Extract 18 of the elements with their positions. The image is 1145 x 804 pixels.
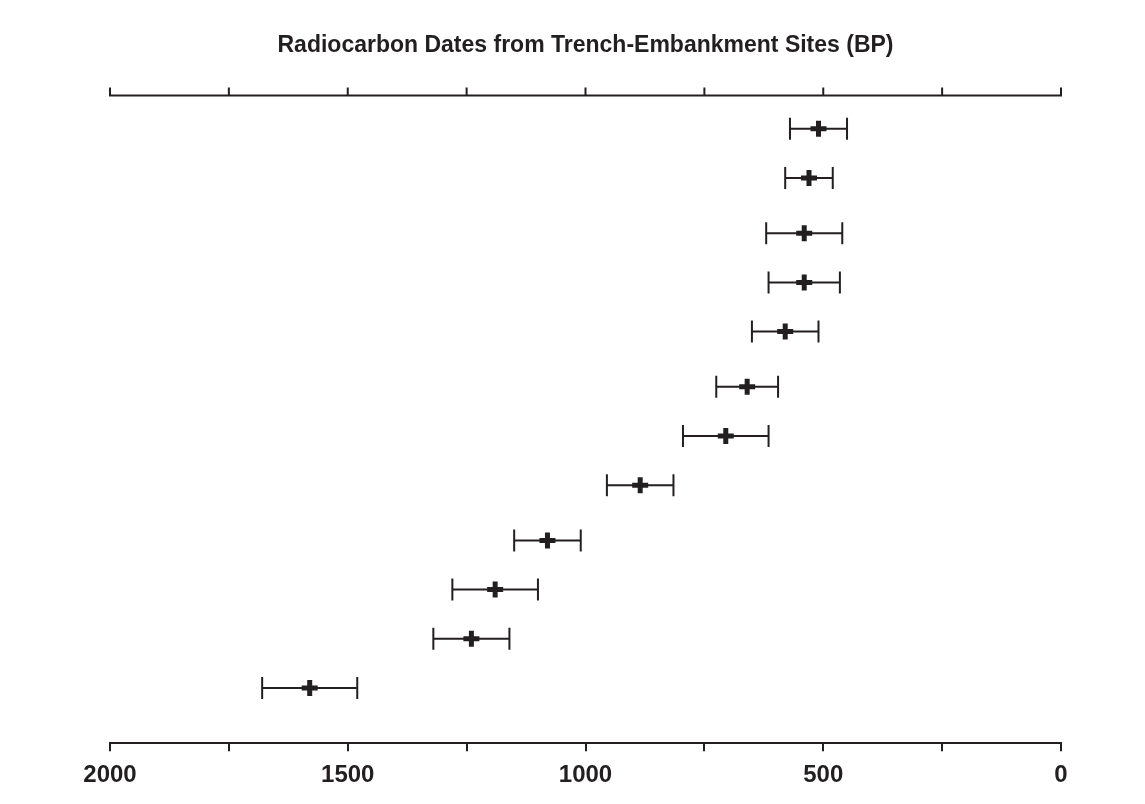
point <box>736 376 758 398</box>
point <box>798 167 820 189</box>
x-tick-label: 500 <box>803 760 844 788</box>
x-tick-label: 2000 <box>83 760 137 788</box>
point <box>774 321 796 343</box>
x-tick-label: 1000 <box>558 760 613 788</box>
point <box>629 474 651 496</box>
x-tick-label: 0 <box>1054 760 1068 788</box>
point <box>793 222 815 244</box>
point <box>484 579 506 601</box>
point <box>536 529 558 551</box>
point <box>808 118 829 140</box>
point <box>715 425 737 447</box>
point <box>299 677 321 699</box>
point <box>460 628 482 650</box>
chart-title: Radiocarbon Dates from Trench-Embankment Sites (BP) <box>277 31 894 58</box>
x-tick-label: 1500 <box>321 760 375 788</box>
point <box>793 271 815 293</box>
